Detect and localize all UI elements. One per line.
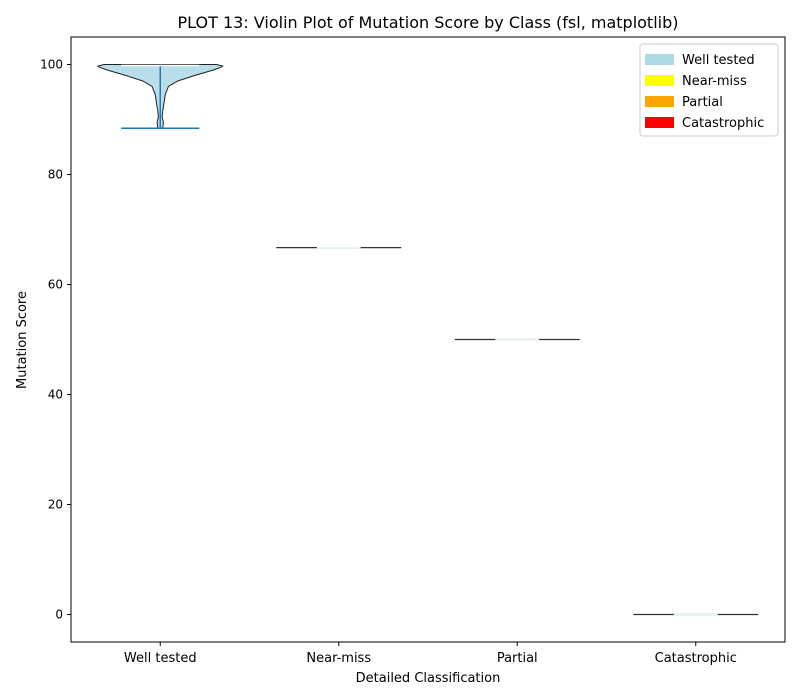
legend-label: Near-miss bbox=[682, 74, 747, 89]
y-tick-label: 0 bbox=[55, 608, 63, 622]
legend-label: Catastrophic bbox=[682, 116, 764, 131]
y-axis-label: Mutation Score bbox=[15, 291, 30, 389]
legend-box bbox=[639, 43, 779, 137]
x-tick-label: Near-miss bbox=[306, 651, 371, 666]
legend-swatch bbox=[645, 54, 674, 65]
x-axis-label: Detailed Classification bbox=[356, 671, 501, 686]
y-tick-label: 20 bbox=[48, 498, 63, 512]
y-tick-label: 100 bbox=[40, 58, 63, 72]
x-tick-label: Partial bbox=[497, 651, 538, 666]
legend-swatch bbox=[645, 117, 674, 128]
legend-label: Partial bbox=[682, 95, 723, 110]
plot-area bbox=[96, 64, 759, 616]
x-axis: Well tested Near-miss Partial Catastrophic bbox=[124, 642, 737, 666]
y-tick-label: 40 bbox=[48, 388, 63, 402]
legend-swatch bbox=[645, 96, 674, 107]
legend-label: Well tested bbox=[682, 53, 755, 68]
x-tick-label: Well tested bbox=[124, 651, 197, 666]
x-tick-label: Catastrophic bbox=[655, 651, 737, 666]
chart-title: PLOT 13: Violin Plot of Mutation Score b… bbox=[178, 13, 679, 32]
legend-swatch bbox=[645, 75, 674, 86]
y-tick-label: 60 bbox=[48, 278, 63, 292]
legend: Well tested Near-miss Partial Catastrophic bbox=[639, 43, 779, 137]
axes-frame bbox=[70, 36, 786, 643]
y-axis: 0 20 40 60 80 100 bbox=[40, 58, 71, 622]
y-tick-label: 80 bbox=[48, 168, 63, 182]
